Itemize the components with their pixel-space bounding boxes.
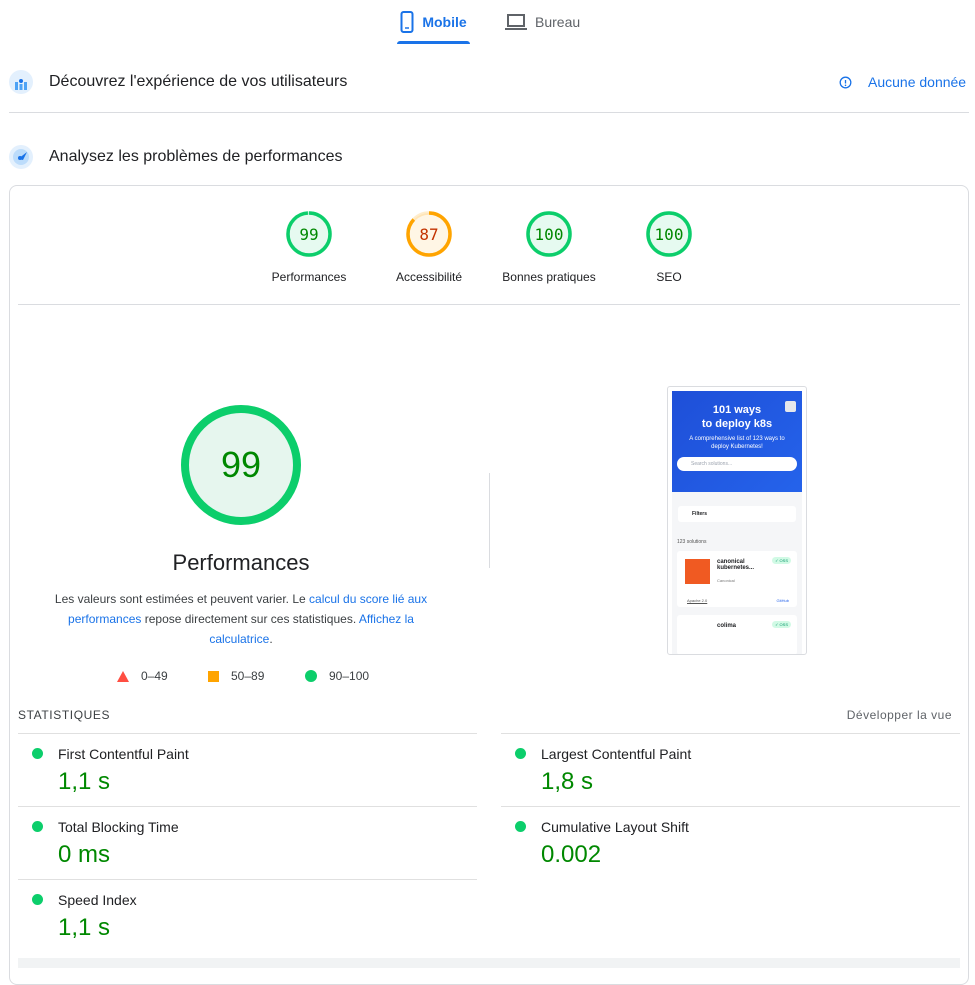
pass-dot-icon	[32, 821, 43, 832]
metric-item: Largest Contentful Paint 1,8 s	[501, 733, 960, 806]
gauge-3[interactable]: 100 SEO	[614, 210, 724, 284]
gauge-score: 99	[299, 224, 319, 244]
metric-name: First Contentful Paint	[58, 746, 189, 762]
gauge-score: 100	[534, 224, 564, 244]
legend-average: 50–89	[208, 669, 264, 683]
divider	[9, 112, 969, 113]
metric-item: Speed Index 1,1 s	[18, 879, 477, 952]
calculator-link[interactable]: Affichez la calculatrice	[209, 612, 414, 646]
gauge-1[interactable]: 87 Accessibilité	[374, 210, 484, 284]
gauge-icon	[9, 145, 33, 169]
metric-item: First Contentful Paint 1,1 s	[18, 733, 477, 806]
metric-name: Speed Index	[58, 892, 137, 908]
divider	[489, 473, 490, 568]
gauge-label: Bonnes pratiques	[502, 270, 596, 284]
circle-icon	[305, 670, 317, 682]
laptop-icon	[505, 14, 527, 30]
gauge-arc	[646, 211, 692, 257]
metric-name: Largest Contentful Paint	[541, 746, 692, 762]
metric-value: 0 ms	[58, 841, 111, 868]
lab-section-title: Analysez les problèmes de performances	[49, 148, 343, 165]
main-performance-gauge: 99	[181, 405, 301, 525]
smartphone-icon	[400, 11, 414, 33]
pass-dot-icon	[32, 894, 43, 905]
tab-mobile[interactable]: Mobile	[397, 0, 470, 44]
metric-name: Total Blocking Time	[58, 819, 179, 835]
main-gauge-label: Performances	[172, 550, 310, 575]
field-section-title: Découvrez l'expérience de vos utilisateu…	[49, 73, 348, 90]
score-description: Les valeurs sont estimées et peuvent var…	[54, 592, 428, 646]
score-calc-link[interactable]: calcul du score lié aux performances	[68, 592, 428, 626]
metric-item: Cumulative Layout Shift 0.002	[501, 806, 960, 879]
metric-name: Cumulative Layout Shift	[541, 819, 689, 835]
info-icon	[839, 76, 852, 88]
users-icon	[9, 70, 33, 94]
stats-header: STATISTIQUES	[18, 708, 111, 722]
no-data-link[interactable]: Aucune donnée	[839, 74, 966, 90]
gauge-score: 87	[419, 224, 439, 244]
theme-toggle-icon	[785, 401, 796, 412]
metric-value: 1,8 s	[541, 768, 594, 795]
pass-dot-icon	[515, 821, 526, 832]
gauge-0[interactable]: 99 Performances	[254, 210, 364, 284]
triangle-icon	[117, 670, 129, 682]
metric-value: 1,1 s	[58, 768, 111, 795]
gauge-label: SEO	[656, 270, 682, 284]
footer-bar	[18, 958, 960, 968]
legend-pass: 90–100	[305, 669, 369, 683]
square-icon	[208, 670, 219, 682]
gauge-2[interactable]: 100 Bonnes pratiques	[494, 210, 604, 284]
gauge-label: Accessibilité	[395, 270, 463, 284]
metric-item: Total Blocking Time 0 ms	[18, 806, 477, 879]
metric-value: 0.002	[541, 841, 602, 868]
page-screenshot: 101 ways to deploy k8s A comprehensive li…	[667, 386, 807, 655]
tab-bureau[interactable]: Bureau	[505, 0, 580, 44]
metric-value: 1,1 s	[58, 914, 111, 941]
gauge-label: Performances	[271, 270, 347, 284]
gauge-arc	[406, 211, 452, 257]
gauge-arc	[526, 211, 572, 257]
legend-fail: 0–49	[117, 669, 168, 683]
gauge-score: 100	[654, 224, 684, 244]
pass-dot-icon	[515, 748, 526, 759]
pass-dot-icon	[32, 748, 43, 759]
expand-view-button[interactable]: Développer la vue	[846, 708, 952, 722]
gauge-arc	[286, 211, 332, 257]
divider	[18, 304, 960, 305]
